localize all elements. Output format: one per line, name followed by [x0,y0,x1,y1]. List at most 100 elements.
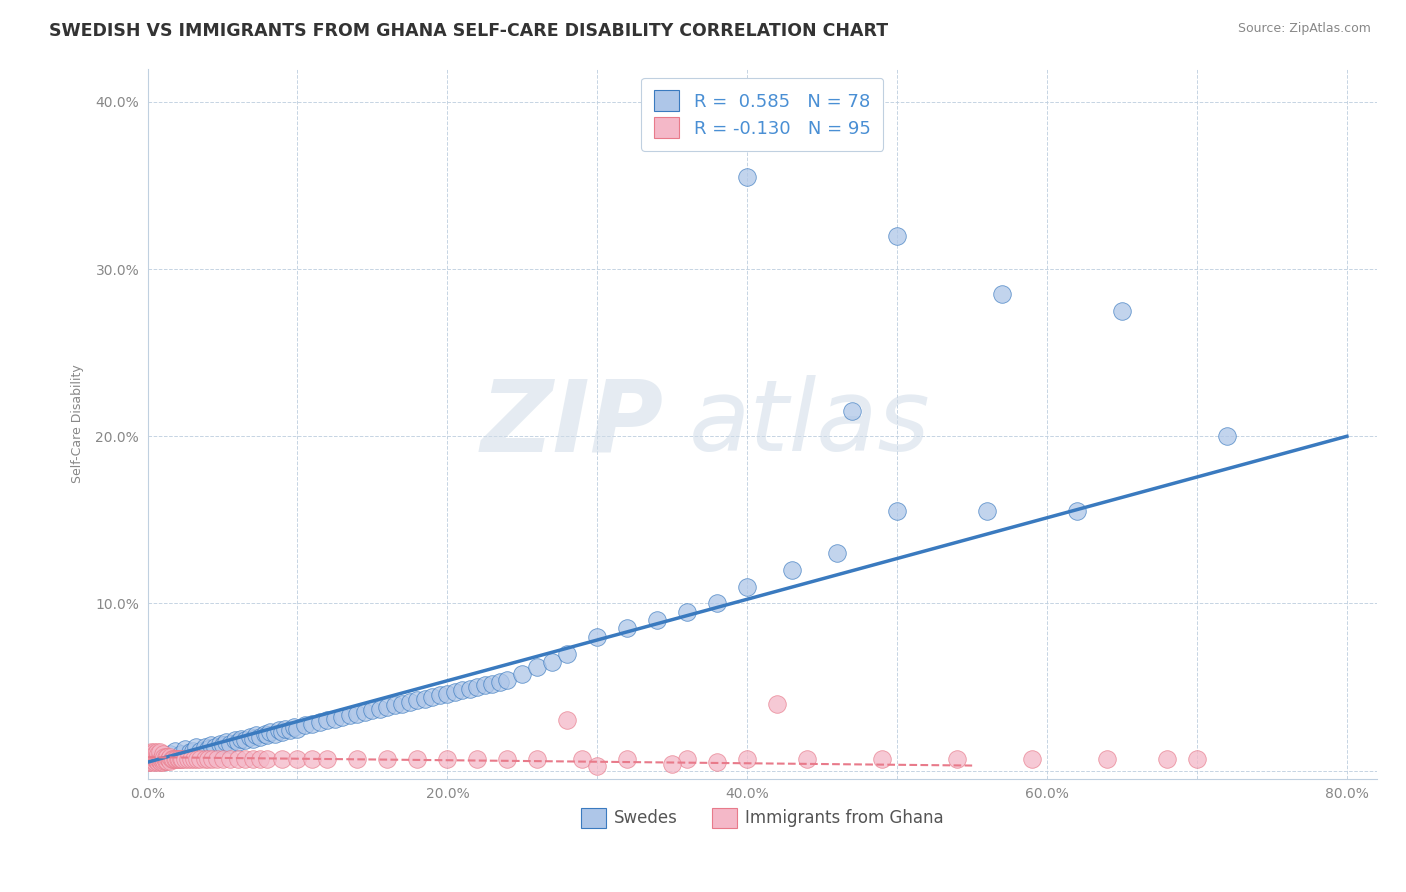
Point [316,714,339,728]
Point [287,752,309,766]
Point [1156,752,1178,766]
Point [406,693,429,707]
Point [706,596,728,610]
Point [193,740,215,755]
Point [169,747,191,761]
Point [422,690,444,704]
Point [136,750,159,764]
Point [142,750,165,764]
Point [377,700,399,714]
Point [155,750,177,764]
Point [138,755,160,769]
Point [436,687,458,701]
Point [165,752,187,766]
Point [242,752,264,766]
Point [886,228,908,243]
Point [159,750,181,764]
Point [735,752,758,766]
Point [384,698,406,713]
Point [429,689,451,703]
Point [870,752,893,766]
Point [186,752,208,766]
Point [146,752,169,766]
Point [294,718,316,732]
Point [249,730,271,744]
Point [346,706,368,721]
Point [496,752,519,766]
Point [136,747,159,761]
Point [150,755,173,769]
Point [159,754,181,768]
Point [157,752,180,766]
Point [264,727,287,741]
Point [152,755,174,769]
Point [139,745,162,759]
Point [278,723,301,738]
Point [780,563,803,577]
Legend: Swedes, Immigrants from Ghana: Swedes, Immigrants from Ghana [574,801,950,835]
Point [211,752,233,766]
Point [156,754,179,768]
Point [616,752,638,766]
Point [271,725,294,739]
Point [706,755,728,769]
Point [170,752,193,766]
Point [271,752,294,766]
Point [287,722,309,736]
Point [208,737,231,751]
Point [200,739,222,753]
Point [242,731,264,746]
Point [153,754,176,768]
Point [391,697,413,711]
Point [976,504,998,518]
Point [219,737,242,751]
Point [184,740,207,755]
Point [645,613,668,627]
Point [323,712,346,726]
Point [148,750,170,764]
Point [301,752,323,766]
Point [214,735,236,749]
Point [181,743,204,757]
Point [139,754,162,768]
Point [368,702,391,716]
Point [557,714,579,728]
Point [166,752,188,766]
Point [201,752,224,766]
Point [153,750,176,764]
Point [141,747,163,761]
Point [193,752,215,766]
Point [159,747,181,761]
Point [256,752,278,766]
Point [676,605,699,619]
Point [146,747,169,761]
Point [226,752,249,766]
Point [146,755,169,769]
Point [211,739,233,753]
Point [150,752,173,766]
Point [451,683,474,698]
Point [148,745,170,759]
Point [233,752,256,766]
Point [138,752,160,766]
Point [541,655,564,669]
Point [474,678,496,692]
Y-axis label: Self-Care Disability: Self-Care Disability [72,364,84,483]
Point [219,752,242,766]
Point [138,747,160,761]
Point [661,756,683,771]
Point [735,580,758,594]
Point [229,731,252,746]
Point [346,752,368,766]
Point [496,673,519,688]
Point [249,752,271,766]
Point [141,755,163,769]
Point [526,660,548,674]
Point [571,752,593,766]
Point [143,752,166,766]
Point [142,754,165,768]
Point [155,754,177,768]
Point [136,755,159,769]
Point [205,752,228,766]
Point [141,752,163,766]
